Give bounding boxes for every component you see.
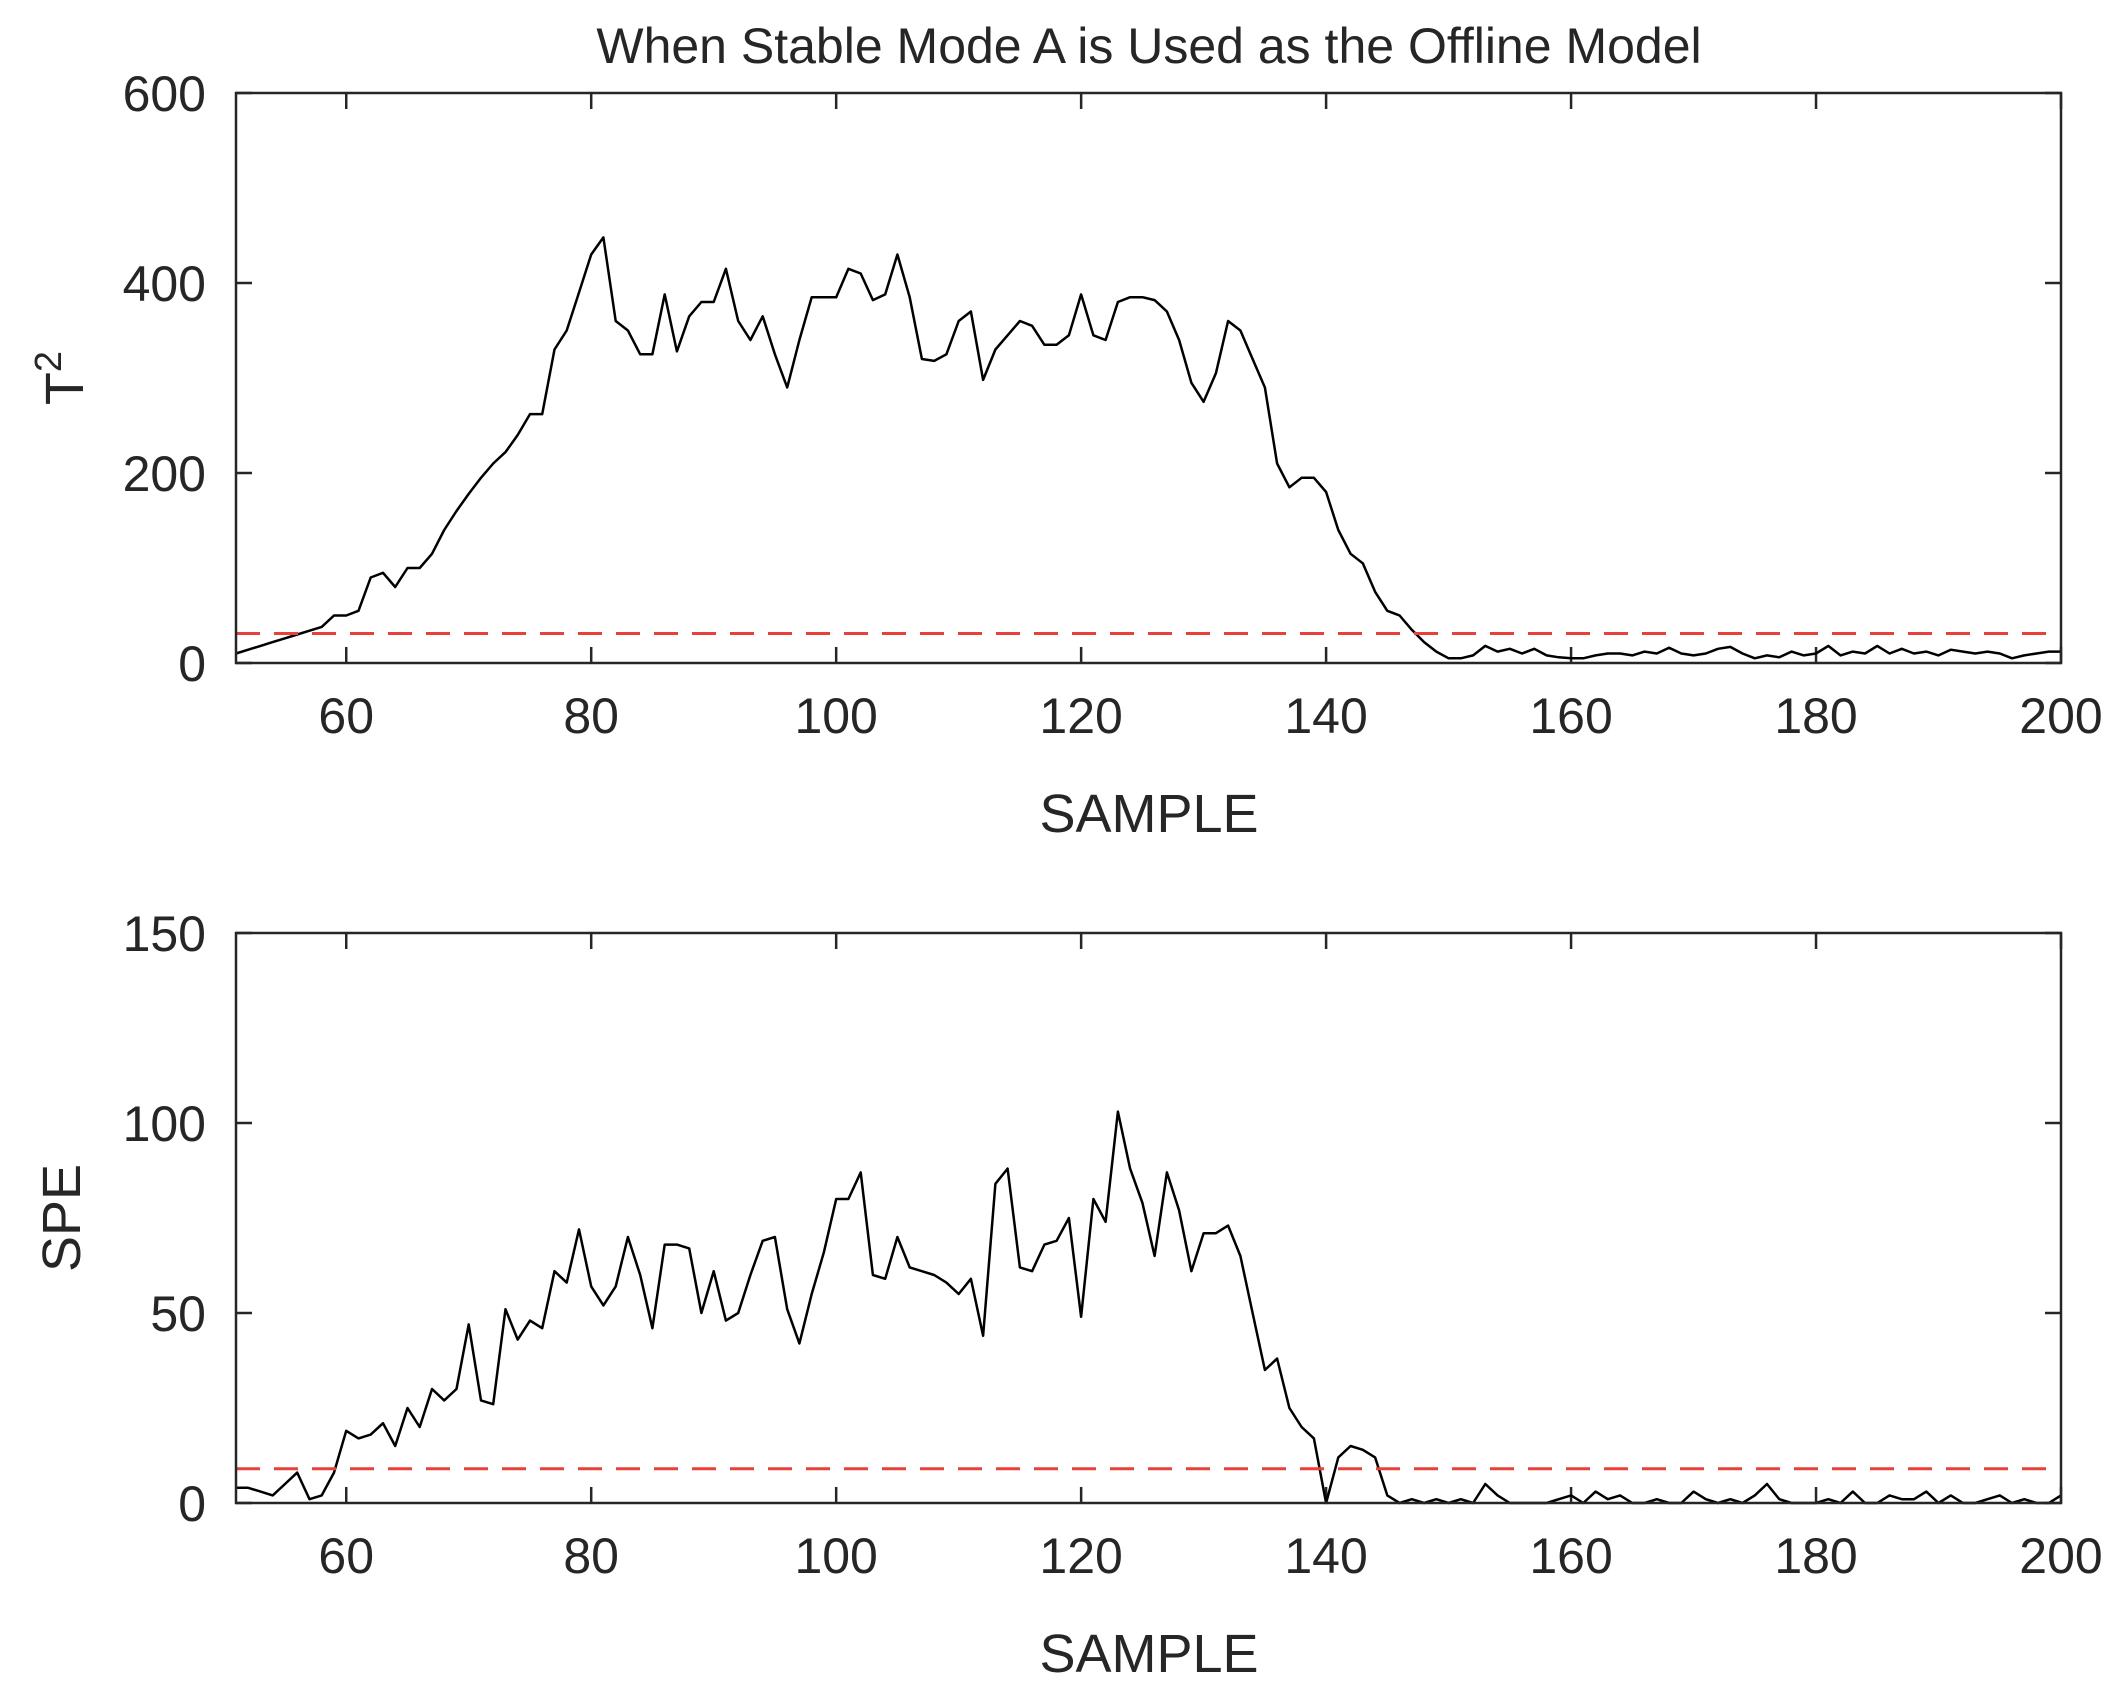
spe-statistic-line <box>236 1110 2062 1505</box>
t2-axis-ticks <box>236 91 2063 665</box>
spe-x-tick-label: 100 <box>794 1528 877 1584</box>
t2-x-tick-label: 100 <box>794 688 877 744</box>
chart-title: When Stable Mode A is Used as the Offlin… <box>596 18 1701 74</box>
t2-y-axis-label: T2 <box>28 351 95 405</box>
t2-x-tick-label: 140 <box>1284 688 1367 744</box>
t2-y-tick-label: 400 <box>123 256 206 312</box>
spe-tick-labels: 60 80 100 120 140 160 180 200 0 50 100 150 <box>123 906 2103 1584</box>
t2-y-label-superscript: 2 <box>28 351 70 372</box>
spe-series <box>236 1110 2062 1505</box>
spe-y-axis-label: SPE <box>32 1164 92 1272</box>
spe-x-tick-label: 140 <box>1284 1528 1367 1584</box>
spe-axis-ticks <box>236 931 2063 1505</box>
t2-tick-labels: 60 80 100 120 140 160 180 200 0 200 400 600 <box>123 66 2103 744</box>
t2-chart-panel: When Stable Mode A is Used as the Offlin… <box>28 18 2103 844</box>
t2-series <box>235 236 2061 660</box>
spe-x-tick-label: 160 <box>1529 1528 1612 1584</box>
t2-y-tick-label: 0 <box>178 636 206 692</box>
spe-x-tick-label: 120 <box>1039 1528 1122 1584</box>
spe-chart-panel: 60 80 100 120 140 160 180 200 0 50 100 150 SAMPLE S… <box>32 906 2103 1684</box>
t2-x-axis-label: SAMPLE <box>1039 784 1258 844</box>
spe-x-tick-label: 180 <box>1774 1528 1857 1584</box>
t2-x-tick-label: 120 <box>1039 688 1122 744</box>
t2-axes-box <box>234 91 2063 665</box>
t2-x-tick-label: 60 <box>318 688 374 744</box>
spe-y-tick-label: 150 <box>123 906 206 962</box>
spe-x-tick-label: 60 <box>318 1528 374 1584</box>
t2-y-label-base: T <box>35 372 95 405</box>
spe-y-tick-label: 100 <box>123 1096 206 1152</box>
t2-x-tick-label: 180 <box>1774 688 1857 744</box>
spe-x-tick-label: 200 <box>2019 1528 2102 1584</box>
t2-x-tick-label: 80 <box>563 688 619 744</box>
t2-x-tick-label: 200 <box>2019 688 2102 744</box>
spe-x-axis-label: SAMPLE <box>1039 1624 1258 1684</box>
t2-y-tick-label: 600 <box>123 66 206 122</box>
t2-y-tick-label: 200 <box>123 446 206 502</box>
spe-axes-box <box>234 931 2063 1505</box>
spe-y-tick-label: 50 <box>150 1286 206 1342</box>
spe-x-tick-label: 80 <box>563 1528 619 1584</box>
spe-y-tick-label: 0 <box>178 1476 206 1532</box>
t2-x-tick-label: 160 <box>1529 688 1612 744</box>
t2-statistic-line <box>235 236 2061 660</box>
